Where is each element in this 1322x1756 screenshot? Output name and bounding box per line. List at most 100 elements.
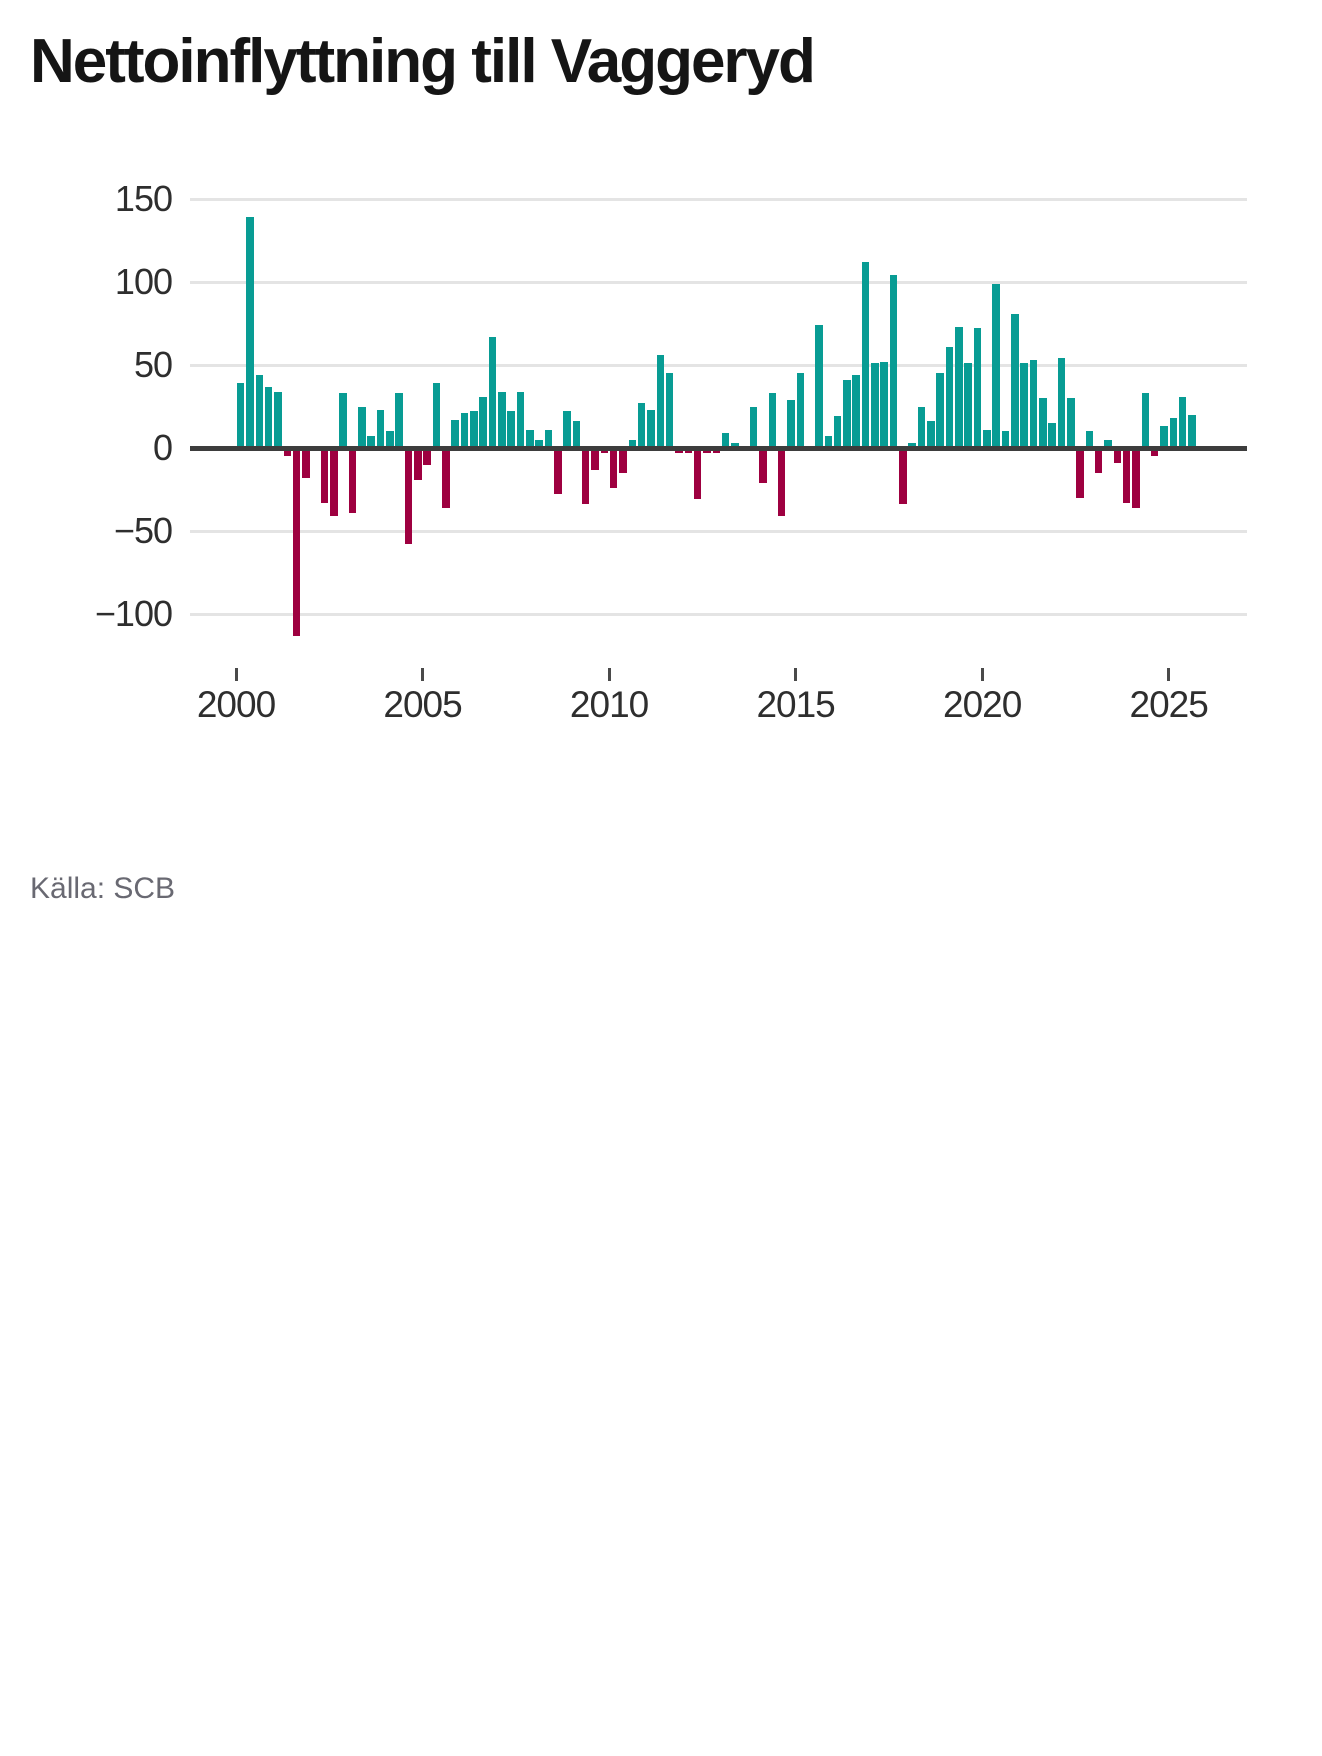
gridline-150 [190, 197, 1247, 201]
bar-2014-q4 [787, 399, 795, 448]
bar-2004-q1 [386, 431, 394, 448]
zero-baseline [190, 445, 1247, 451]
bar-2014-q3 [777, 448, 786, 517]
bar-2003-q1 [348, 448, 357, 513]
bar-2019-q4 [973, 328, 982, 448]
y-tick-label: 0 [152, 427, 173, 468]
bar-2019-q2 [955, 326, 963, 448]
bar-2016-q4 [861, 262, 870, 448]
source-caption: Källa: SCB [30, 872, 176, 905]
bar-2023-q3 [1113, 448, 1122, 463]
bar-2018-q3 [927, 421, 935, 448]
bar-2003-q3 [367, 436, 375, 448]
bar-2017-q1 [871, 363, 879, 448]
chart-title: Nettoinflyttning till Vaggeryd [30, 27, 816, 96]
x-tick-label-2005: 2005 [383, 684, 462, 725]
bar-2001-q4 [302, 448, 310, 478]
bar-2001-q3 [292, 448, 301, 636]
bar-2018-q4 [936, 373, 944, 448]
y-tick-label: −100 [94, 593, 173, 634]
bar-2024-q3 [1150, 448, 1159, 457]
bar-2024-q2 [1141, 393, 1150, 448]
bar-2020-q4 [1011, 313, 1019, 448]
bar-2023-q4 [1122, 448, 1131, 503]
bar-2018-q2 [917, 406, 926, 448]
bar-2015-q4 [824, 436, 832, 448]
bar-2005-q2 [432, 383, 441, 448]
gridline-50 [190, 363, 1247, 367]
bar-2009-q2 [581, 448, 590, 505]
bar-2016-q2 [843, 379, 851, 448]
x-tick-label-2010: 2010 [569, 684, 649, 725]
bar-2006-q3 [479, 396, 487, 448]
bar-2001-q2 [283, 448, 292, 457]
bar-2015-q1 [796, 373, 805, 448]
bar-2008-q1 [535, 439, 543, 448]
bar-2010-q2 [619, 448, 627, 473]
x-tick-2020 [980, 668, 984, 681]
bar-2008-q2 [544, 429, 553, 448]
bar-2017-q4 [899, 448, 907, 505]
bar-2005-q4 [451, 419, 459, 448]
bar-2002-q4 [339, 393, 347, 448]
bar-2022-q1 [1057, 358, 1066, 448]
x-tick-label-2020: 2020 [943, 684, 1022, 725]
bar-2019-q3 [964, 363, 972, 448]
bar-2007-q4 [526, 429, 534, 448]
bar-2006-q4 [488, 336, 497, 448]
bar-2020-q3 [1001, 431, 1010, 448]
bar-2012-q2 [693, 448, 702, 500]
bar-2021-q2 [1029, 360, 1038, 448]
x-tick-2025 [1167, 668, 1171, 681]
y-tick-label: 100 [114, 261, 173, 302]
x-tick-2015 [794, 668, 798, 681]
bar-2021-q4 [1048, 423, 1056, 448]
bar-2000-q1 [236, 383, 245, 448]
bar-2016-q3 [852, 374, 860, 448]
bar-2014-q1 [759, 448, 767, 483]
y-tick-label: 150 [114, 178, 173, 219]
bar-2017-q2 [880, 361, 888, 448]
gridline--100 [190, 612, 1247, 616]
bar-2003-q2 [358, 406, 366, 448]
bar-2004-q3 [404, 448, 413, 545]
bar-2007-q3 [516, 391, 525, 448]
bar-2000-q3 [255, 374, 264, 448]
bar-2000-q2 [246, 217, 254, 448]
gridline-100 [190, 280, 1247, 284]
bar-2010-q1 [609, 448, 618, 488]
x-tick-label-2015: 2015 [756, 684, 835, 725]
x-tick-2010 [607, 668, 611, 681]
bar-2005-q1 [423, 448, 431, 465]
bar-2013-q4 [749, 406, 758, 448]
bar-2001-q1 [274, 391, 282, 448]
bar-2011-q1 [647, 409, 655, 448]
x-tick-2005 [421, 668, 425, 681]
gridline--50 [190, 529, 1247, 533]
bar-2023-q2 [1104, 439, 1112, 448]
bar-2002-q2 [320, 448, 329, 503]
bar-2007-q2 [507, 411, 515, 448]
x-tick-label-2025: 2025 [1129, 684, 1209, 725]
newsworthy-logo: Newsworthy [978, 845, 1322, 925]
bar-2016-q1 [833, 416, 842, 448]
x-tick-2000 [234, 668, 238, 681]
bar-2009-q3 [591, 448, 599, 470]
bar-2009-q1 [572, 421, 581, 448]
bar-2019-q1 [945, 346, 954, 448]
bar-2025-q3 [1188, 414, 1196, 448]
bar-2000-q4 [264, 386, 273, 448]
x-tick-label-2000: 2000 [196, 684, 276, 725]
bar-2008-q4 [563, 411, 571, 448]
y-tick-label: −50 [113, 510, 173, 551]
bar-2011-q2 [656, 355, 665, 448]
bar-2007-q1 [498, 391, 506, 448]
bar-2022-q3 [1076, 448, 1084, 498]
plot-area: 150 100 50 0 −50 −100 2000 2005 2010 2015 2020 202… [0, 0, 1322, 760]
bar-2020-q1 [983, 429, 991, 448]
bar-2022-q2 [1067, 398, 1075, 448]
bar-2025-q1 [1169, 418, 1178, 448]
bar-2010-q4 [637, 403, 646, 448]
bar-2002-q3 [330, 448, 338, 517]
bar-2013-q1 [721, 433, 730, 448]
